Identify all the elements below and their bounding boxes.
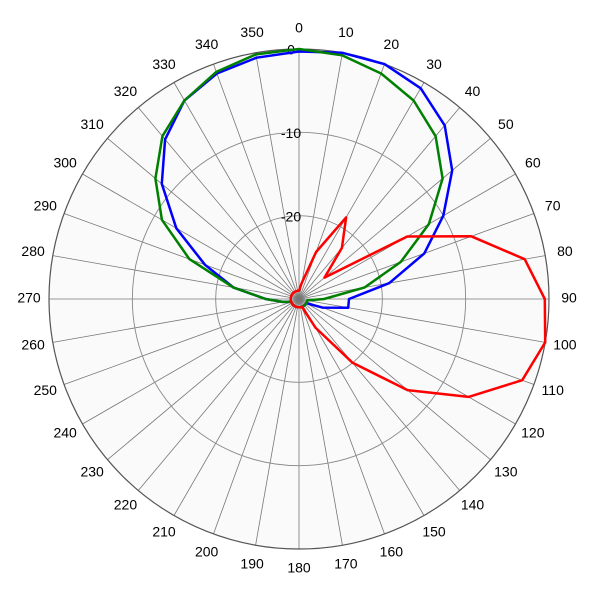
spoke [298,213,535,300]
spoke [107,298,300,461]
angle-label: 260 [21,337,45,353]
spoke [107,137,300,300]
angle-label: 30 [426,56,442,72]
angle-label: 250 [34,382,58,398]
spoke [298,298,461,491]
ring-label: -20 [281,208,301,224]
ring [131,131,467,467]
spoke [255,298,300,546]
spoke [173,82,300,300]
angle-label: 240 [53,425,77,441]
angle-label: 60 [525,155,541,171]
angle-label: 230 [80,463,104,479]
spoke [63,298,300,385]
spoke [298,298,491,461]
spoke [52,298,300,343]
angle-label: 170 [334,556,358,572]
spoke [298,255,546,300]
spoke [298,298,516,425]
spoke [298,298,546,343]
angle-label: 120 [521,425,545,441]
spoke [52,255,300,300]
angle-label: 190 [240,556,264,572]
angle-label: 290 [34,197,58,213]
angle-label: 130 [494,463,518,479]
spoke [298,298,343,546]
series-line [289,216,547,399]
ring-label: -10 [281,125,301,141]
angle-label: 270 [17,290,41,306]
angle-label: 50 [498,116,514,132]
spoke [298,82,425,300]
angle-label: 340 [195,36,219,52]
angle-label: 20 [384,36,400,52]
angle-label: 210 [152,524,176,540]
angle-label: 200 [195,543,219,559]
spoke [82,173,300,300]
angle-label: 90 [561,290,577,306]
spoke [298,107,461,300]
angle-label: 70 [545,197,561,213]
angle-label: 330 [152,56,176,72]
spoke [298,137,491,300]
angle-label: 300 [53,155,77,171]
spoke [173,298,300,516]
angle-label: 180 [287,560,311,576]
angle-label: 10 [338,24,354,40]
angle-label: 110 [542,382,565,398]
angle-label: 320 [114,83,138,99]
spoke [82,298,300,425]
angle-label: 310 [80,116,104,132]
angle-label: 80 [557,243,573,259]
spoke [298,298,385,535]
spoke [63,213,300,300]
spoke [213,63,300,300]
angle-label: 280 [21,243,45,259]
angle-label: 140 [461,497,485,513]
angle-label: 100 [553,337,577,353]
angle-label: 40 [465,83,481,99]
spoke [298,52,343,300]
spoke [298,298,425,516]
spoke [255,52,300,300]
spoke [137,298,300,491]
angle-label: 0 [295,20,303,36]
spoke [298,298,535,385]
angle-label: 160 [380,543,404,559]
angle-label: 150 [422,524,446,540]
spoke [213,298,300,535]
angle-label: 220 [114,497,138,513]
ring [215,215,383,383]
angle-label: 350 [240,24,264,40]
